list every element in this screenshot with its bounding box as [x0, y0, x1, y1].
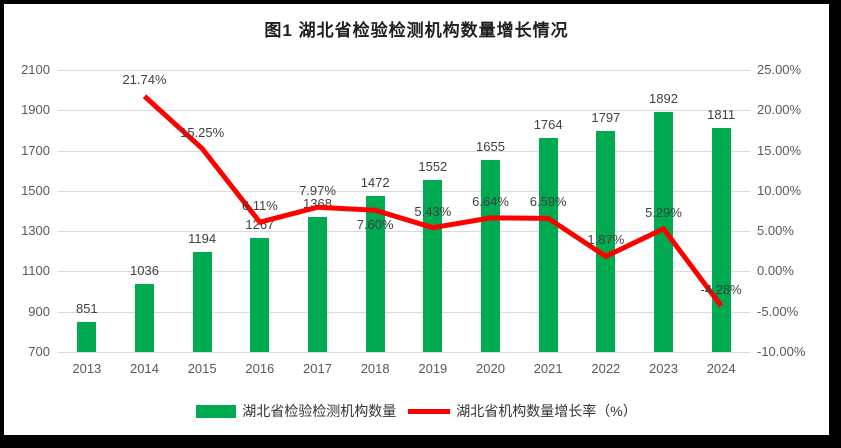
gridline	[58, 110, 750, 112]
bar-2019	[423, 180, 443, 352]
y-axis-left-tick: 1300	[21, 223, 50, 239]
bar-value-label: 1764	[533, 116, 563, 132]
bar-value-label: 1797	[591, 110, 621, 126]
x-axis-tick-2014: 2014	[130, 361, 159, 376]
y-axis-left-tick: 1900	[21, 102, 50, 118]
bar-value-label: 1811	[707, 107, 736, 123]
gridline	[58, 190, 750, 192]
bar-value-label: 851	[75, 300, 98, 316]
y-axis-left-tick: 700	[28, 344, 50, 359]
gridline	[58, 150, 750, 152]
rate-value-label: 6.59%	[529, 194, 567, 210]
rate-value-label: 7.60%	[356, 217, 394, 233]
bar-2015	[192, 252, 212, 352]
y-axis-right-tick: 25.00%	[757, 62, 802, 77]
rate-value-label: 5.43%	[414, 203, 452, 219]
x-axis-tick-2024: 2024	[706, 361, 736, 376]
plot-area: 2100 25.00% 1900 20.00% 1700 15.00% 1500 10.00%…	[4, 4, 829, 435]
rate-value-label: 6.11%	[241, 198, 278, 214]
x-axis-tick-2023: 2023	[649, 361, 678, 376]
y-axis-right-tick: 0.00%	[757, 263, 794, 279]
x-axis-tick-2021: 2021	[533, 361, 563, 376]
bar-2022	[596, 131, 616, 352]
x-axis-tick-2018: 2018	[360, 361, 390, 376]
rate-value-label: 6.64%	[472, 193, 509, 209]
rate-value-label: -4.28%	[700, 281, 742, 297]
x-axis-tick-2022: 2022	[591, 361, 621, 376]
x-axis-tick-2013: 2013	[72, 361, 102, 376]
bar-2016	[250, 237, 270, 352]
growth-rate-line	[142, 94, 724, 308]
bar-2020	[481, 159, 500, 352]
legend-line-swatch	[408, 408, 451, 414]
bar-2017	[308, 217, 327, 352]
bar-2014	[135, 284, 154, 352]
bar-2013	[77, 321, 97, 352]
bar-value-label: 1552	[418, 159, 448, 175]
legend-bar-swatch	[196, 404, 237, 418]
x-axis-tick-2019: 2019	[418, 361, 448, 376]
rate-value-label: 7.97%	[299, 183, 336, 199]
bar-2021	[538, 137, 558, 352]
chart-title: 图1 湖北省检验检测机构数量增长情况	[264, 21, 569, 40]
legend-bar-label: 湖北省检验检测机构数量	[242, 403, 397, 419]
bar-2018	[365, 196, 385, 352]
y-axis-left-tick: 900	[28, 303, 50, 319]
legend-line-label: 湖北省机构数量增长率（%）	[456, 403, 637, 419]
x-axis-tick-2015: 2015	[187, 361, 217, 376]
bar-value-label: 1655	[476, 138, 505, 154]
y-axis-left-tick: 1700	[21, 142, 50, 158]
gridline	[58, 271, 750, 273]
x-axis-tick-2017: 2017	[303, 361, 332, 376]
gridline	[58, 231, 750, 233]
bar-value-label: 1036	[130, 263, 159, 279]
bar-value-label: 1472	[360, 175, 390, 191]
bar-value-label: 1892	[649, 90, 678, 106]
y-axis-left-tick: 1500	[21, 182, 50, 198]
gridline	[58, 311, 750, 313]
rate-value-label: 21.74%	[122, 72, 167, 88]
y-axis-left-tick: 1100	[22, 263, 50, 279]
y-axis-right-tick: 15.00%	[757, 142, 802, 158]
legend: 湖北省检验检测机构数量 湖北省机构数量增长率（%）	[4, 402, 829, 420]
rate-value-label: 15.25%	[180, 124, 225, 140]
gridline	[58, 70, 750, 71]
x-axis-tick-2020: 2020	[476, 361, 505, 376]
bar-value-label: 1194	[188, 231, 217, 247]
rate-value-label: 5.29%	[645, 204, 682, 220]
gridline	[58, 352, 750, 353]
y-axis-left-tick: 2100	[21, 62, 50, 77]
y-axis-right-tick: 10.00%	[757, 182, 802, 198]
y-axis-right-tick: 20.00%	[757, 102, 802, 118]
y-axis-right-tick: -5.00%	[757, 303, 799, 319]
rate-value-label: 1.87%	[587, 232, 625, 248]
y-axis-right-tick: -10.00%	[757, 344, 806, 359]
x-axis-tick-2016: 2016	[245, 361, 275, 376]
y-axis-right-tick: 5.00%	[757, 223, 794, 239]
